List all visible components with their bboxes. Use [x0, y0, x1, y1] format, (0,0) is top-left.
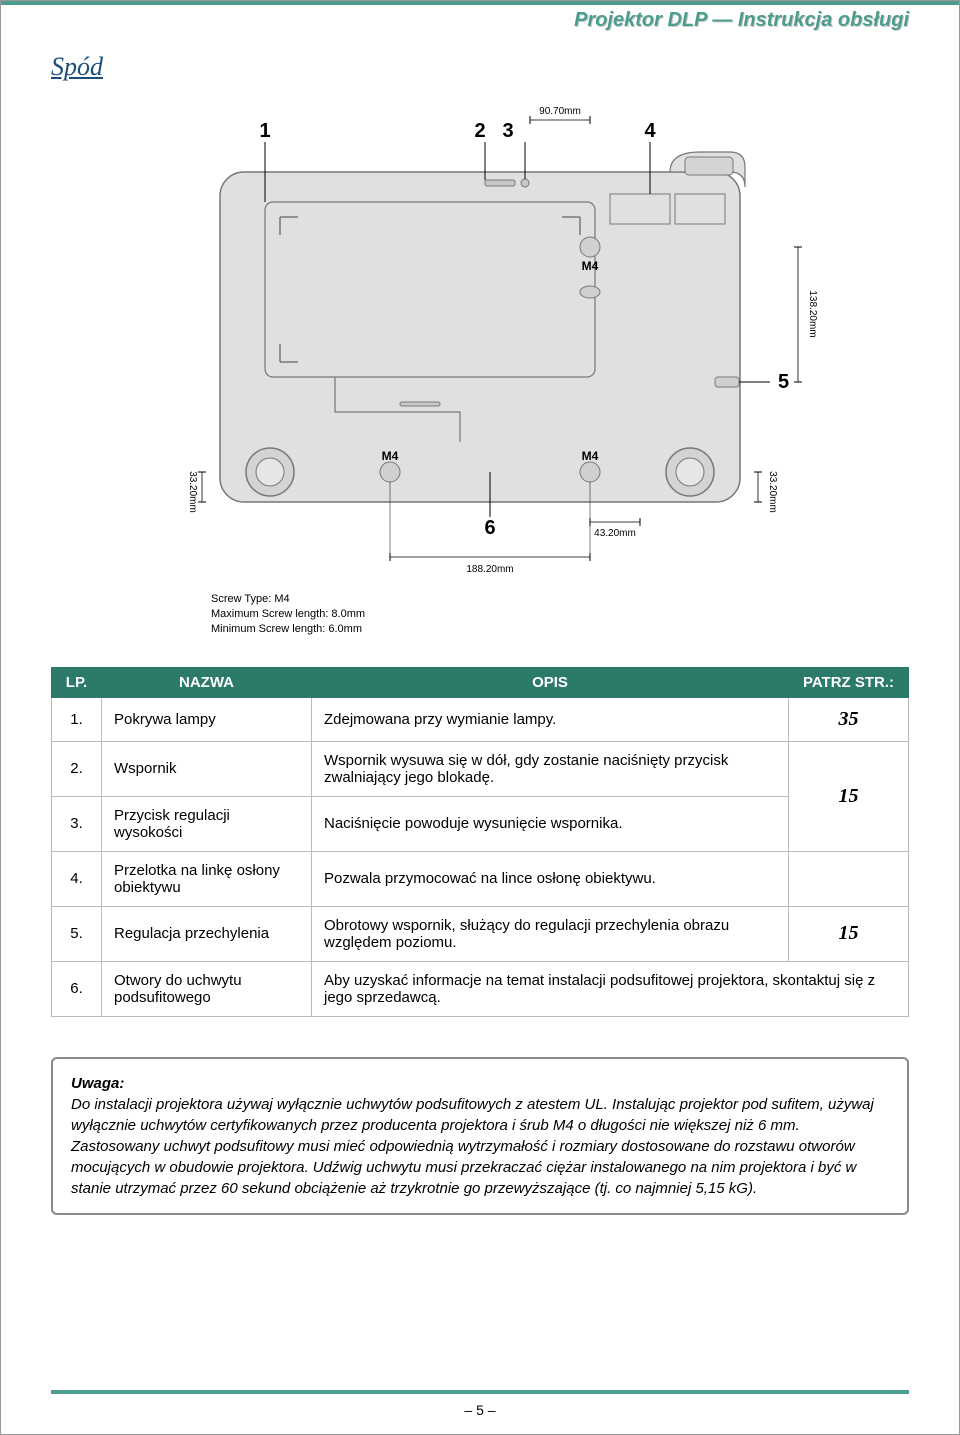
table-row: 6. Otwory do uchwytu podsufitowego Aby u…	[52, 961, 909, 1016]
row-num: 3.	[52, 796, 102, 851]
col-opis: OPIS	[312, 667, 789, 697]
m4-label: M4	[582, 259, 599, 273]
screw-type: Screw Type: M4	[211, 592, 909, 607]
row-desc: Naciśnięcie powoduje wysunięcie wspornik…	[312, 796, 789, 851]
col-nazwa: NAZWA	[102, 667, 312, 697]
row-page: 15	[789, 741, 909, 851]
footer-page-number: – 5 –	[1, 1402, 959, 1418]
dim-right-lower: 33.20mm	[767, 471, 778, 513]
row-page	[789, 851, 909, 906]
note-box: Uwaga: Do instalacji projektora używaj w…	[51, 1057, 909, 1215]
dim-left: 33.20mm	[187, 471, 198, 513]
row-name: Pokrywa lampy	[102, 697, 312, 741]
callout-2: 2	[474, 120, 485, 142]
callout-4: 4	[644, 120, 656, 142]
row-desc: Pozwala przymocować na lince osłonę obie…	[312, 851, 789, 906]
row-name: Regulacja przechylenia	[102, 906, 312, 961]
screw-min: Minimum Screw length: 6.0mm	[211, 622, 909, 637]
row-desc: Aby uzyskać informacje na temat instalac…	[312, 961, 909, 1016]
callout-3: 3	[502, 120, 513, 142]
bottom-view-diagram: M4 M4 M4	[130, 102, 830, 582]
footer-rule	[51, 1390, 909, 1394]
table-row: 5. Regulacja przechylenia Obrotowy wspor…	[52, 906, 909, 961]
row-page: 15	[789, 906, 909, 961]
callout-1: 1	[259, 120, 270, 142]
section-heading: Spód	[51, 52, 909, 82]
row-num: 5.	[52, 906, 102, 961]
row-name: Przycisk regulacji wysokości	[102, 796, 312, 851]
callout-6: 6	[484, 517, 495, 539]
row-page: 35	[789, 697, 909, 741]
dim-top: 90.70mm	[539, 106, 581, 117]
row-num: 2.	[52, 741, 102, 796]
parts-table: LP. NAZWA OPIS PATRZ STR.: 1. Pokrywa la…	[51, 667, 909, 1017]
screw-spec: Screw Type: M4 Maximum Screw length: 8.0…	[211, 592, 909, 637]
dim-bottom-outer: 188.20mm	[466, 564, 513, 575]
table-row: 2. Wspornik Wspornik wysuwa się w dół, g…	[52, 741, 909, 796]
row-num: 1.	[52, 697, 102, 741]
note-body: Do instalacji projektora używaj wyłączni…	[71, 1096, 874, 1197]
note-label: Uwaga:	[71, 1075, 124, 1092]
table-row: 3. Przycisk regulacji wysokości Naciśnię…	[52, 796, 909, 851]
callout-5: 5	[778, 371, 789, 393]
row-name: Wspornik	[102, 741, 312, 796]
row-num: 6.	[52, 961, 102, 1016]
col-patrz: PATRZ STR.:	[789, 667, 909, 697]
table-row: 4. Przelotka na linkę osłony obiektywu P…	[52, 851, 909, 906]
header-rule	[1, 1, 959, 5]
row-desc: Wspornik wysuwa się w dół, gdy zostanie …	[312, 741, 789, 796]
header-title: Projektor DLP — Instrukcja obsługi	[51, 9, 909, 32]
row-name: Otwory do uchwytu podsufitowego	[102, 961, 312, 1016]
row-desc: Obrotowy wspornik, służący do regulacji …	[312, 906, 789, 961]
dim-right-upper: 138.20mm	[807, 290, 818, 337]
dim-bottom-inner: 43.20mm	[594, 528, 636, 539]
table-row: 1. Pokrywa lampy Zdejmowana przy wymiani…	[52, 697, 909, 741]
row-num: 4.	[52, 851, 102, 906]
screw-max: Maximum Screw length: 8.0mm	[211, 607, 909, 622]
row-desc: Zdejmowana przy wymianie lampy.	[312, 697, 789, 741]
row-name: Przelotka na linkę osłony obiektywu	[102, 851, 312, 906]
svg-text:M4: M4	[382, 449, 399, 463]
svg-text:M4: M4	[582, 449, 599, 463]
col-lp: LP.	[52, 667, 102, 697]
